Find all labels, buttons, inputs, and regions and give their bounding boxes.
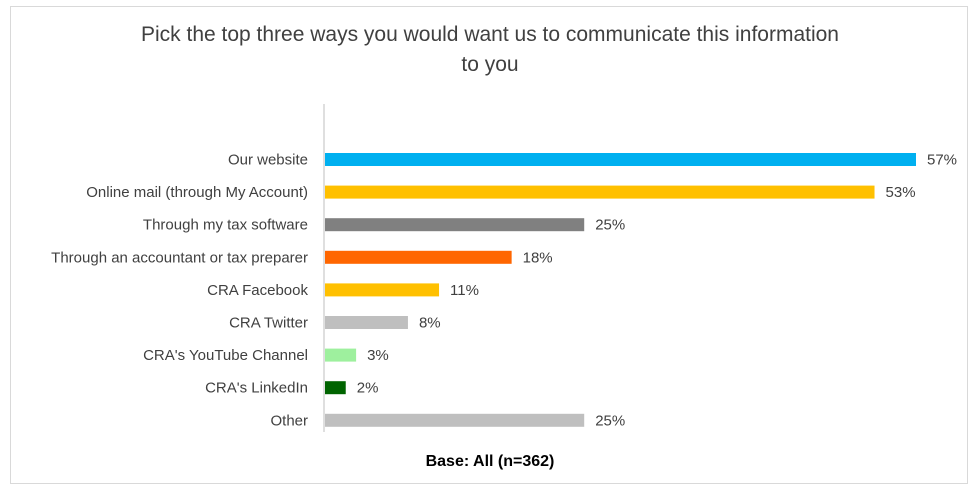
value-label: 11% [450, 282, 479, 299]
value-label: 53% [886, 184, 916, 201]
bar [325, 348, 357, 362]
bar [325, 283, 440, 297]
value-label: 8% [419, 315, 441, 332]
category-label: Other [270, 412, 308, 429]
base-note: Base: All (n=362) [425, 453, 555, 470]
category-label: Online mail (through My Account) [86, 184, 308, 201]
bar [325, 381, 346, 395]
bars-layer: Our website 57% Online mail (through My Ac… [51, 152, 957, 430]
bar [325, 413, 585, 427]
bar [325, 185, 875, 199]
category-label: Through my tax software [143, 217, 308, 234]
value-label: 57% [927, 152, 957, 169]
category-label: CRA Twitter [229, 315, 308, 332]
category-label: CRA Facebook [207, 282, 308, 299]
bar [325, 250, 512, 264]
category-label: CRA's YouTube Channel [143, 347, 308, 364]
bar [325, 218, 585, 232]
chart-title: Pick the top three ways you would want u… [0, 20, 980, 80]
chart-title-line-1: Pick the top three ways you would want u… [140, 23, 839, 46]
category-label: Through an accountant or tax preparer [51, 249, 308, 266]
value-label: 2% [357, 380, 379, 397]
category-label: Our website [228, 152, 308, 169]
bar [325, 153, 916, 166]
category-label: CRA's LinkedIn [205, 380, 308, 397]
value-label: 3% [367, 347, 389, 364]
chart-frame [10, 6, 968, 484]
value-label: 18% [523, 249, 553, 266]
value-label: 25% [595, 217, 625, 234]
chart-title-line-2: to you [461, 53, 519, 76]
bar [325, 316, 408, 329]
value-label: 25% [595, 412, 625, 429]
